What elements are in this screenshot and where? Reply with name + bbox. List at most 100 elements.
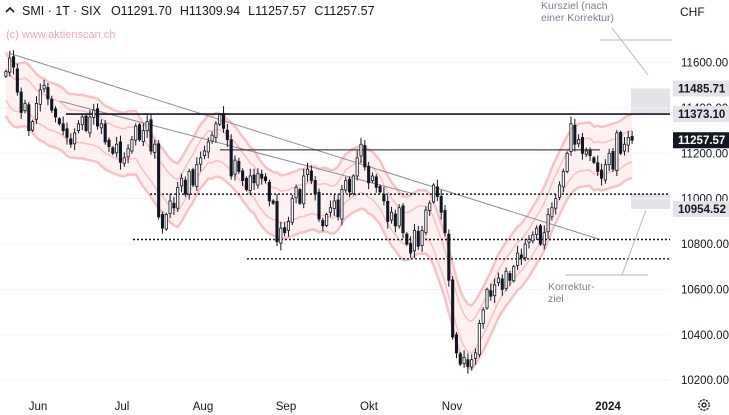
candle — [393, 209, 397, 233]
candle-body — [550, 207, 554, 218]
candle — [565, 151, 569, 174]
candle-body — [31, 121, 35, 131]
candle-body — [34, 102, 38, 120]
candle — [321, 217, 325, 232]
candle — [92, 103, 96, 125]
candle — [435, 179, 439, 201]
candle — [302, 168, 306, 209]
candle-body — [149, 119, 153, 152]
price-tag-label: 10954.52 — [678, 204, 726, 216]
candle-body — [573, 124, 577, 145]
candle — [96, 103, 100, 130]
candle-body — [302, 175, 306, 205]
candle — [134, 123, 138, 146]
currency-label[interactable]: CHF — [680, 5, 705, 19]
candle-body — [99, 123, 103, 129]
candle — [485, 287, 489, 310]
candle — [267, 179, 271, 207]
candle-body — [542, 232, 546, 246]
candle-body — [569, 123, 573, 152]
candle-body — [118, 141, 122, 163]
candle — [103, 120, 107, 145]
candle-body — [454, 334, 458, 354]
candle-body — [183, 179, 187, 195]
candle-body — [416, 230, 420, 247]
candle — [466, 353, 470, 374]
candle-body — [481, 309, 485, 324]
candle — [340, 185, 344, 226]
candle — [378, 184, 382, 194]
candle — [389, 206, 394, 224]
candle-body — [275, 200, 279, 243]
candle — [405, 232, 409, 246]
candle — [210, 131, 214, 144]
candle-body — [221, 112, 226, 129]
candle — [386, 195, 390, 229]
candle-body — [225, 129, 229, 141]
candle-body — [370, 175, 374, 181]
candle — [531, 231, 535, 244]
candle-body — [260, 173, 264, 179]
x-tick-label: 2024 — [595, 401, 621, 413]
candle-body — [458, 353, 462, 365]
candle-body — [386, 200, 390, 222]
candle-body — [462, 357, 466, 364]
candle — [164, 212, 168, 231]
candle — [359, 137, 363, 164]
candle-body — [179, 177, 184, 187]
trend-line-short — [59, 100, 416, 195]
candle-body — [241, 170, 245, 181]
candle — [355, 150, 359, 181]
candle-body — [103, 123, 107, 143]
candle — [202, 145, 207, 160]
candle-body — [359, 143, 363, 157]
price-tag-label: 11485.71 — [678, 83, 726, 95]
price-tag-bg — [673, 80, 729, 97]
candle — [149, 114, 153, 155]
candle — [99, 119, 103, 135]
symbol-label[interactable]: SMI · 1T · SIX — [22, 4, 101, 18]
candle — [477, 319, 481, 358]
candle-body — [157, 143, 161, 218]
candle-body — [50, 98, 54, 111]
high-value: H11309.94 — [179, 4, 241, 18]
price-tag-bg — [673, 132, 729, 149]
x-tick-label: Okt — [360, 401, 379, 413]
x-tick-label: Nov — [442, 401, 463, 413]
candle — [611, 147, 615, 172]
candle — [183, 176, 187, 197]
annotation-pointers — [565, 27, 672, 276]
candle — [145, 115, 149, 138]
chevron-collapse-icon[interactable] — [4, 4, 16, 16]
candle-body — [600, 169, 604, 179]
candle — [313, 175, 317, 201]
candle-body — [405, 233, 409, 245]
candle-body — [294, 186, 298, 199]
candle — [584, 147, 588, 157]
candle-body — [153, 143, 157, 153]
candle — [535, 225, 539, 240]
candle-body — [508, 273, 512, 281]
candle — [76, 120, 80, 134]
settings-gear-icon[interactable] — [697, 398, 711, 412]
candle-body — [535, 227, 539, 235]
candle — [256, 168, 260, 189]
candle-body — [603, 164, 607, 181]
candle — [118, 135, 122, 170]
candle — [237, 157, 241, 175]
candle-body — [401, 205, 405, 234]
candle — [84, 114, 88, 133]
candle-body — [374, 176, 378, 188]
candle-body — [493, 284, 497, 297]
open-value: O11291.70 — [110, 4, 172, 18]
candle — [554, 194, 558, 215]
candle — [516, 245, 520, 270]
candle — [218, 112, 222, 127]
low-value: L11257.57 — [248, 4, 307, 18]
candle-body — [554, 198, 558, 209]
candle — [195, 157, 199, 191]
watermark-text: (c) www.aktienscan.ch — [6, 29, 116, 41]
candle — [523, 238, 527, 262]
candle — [241, 168, 245, 186]
